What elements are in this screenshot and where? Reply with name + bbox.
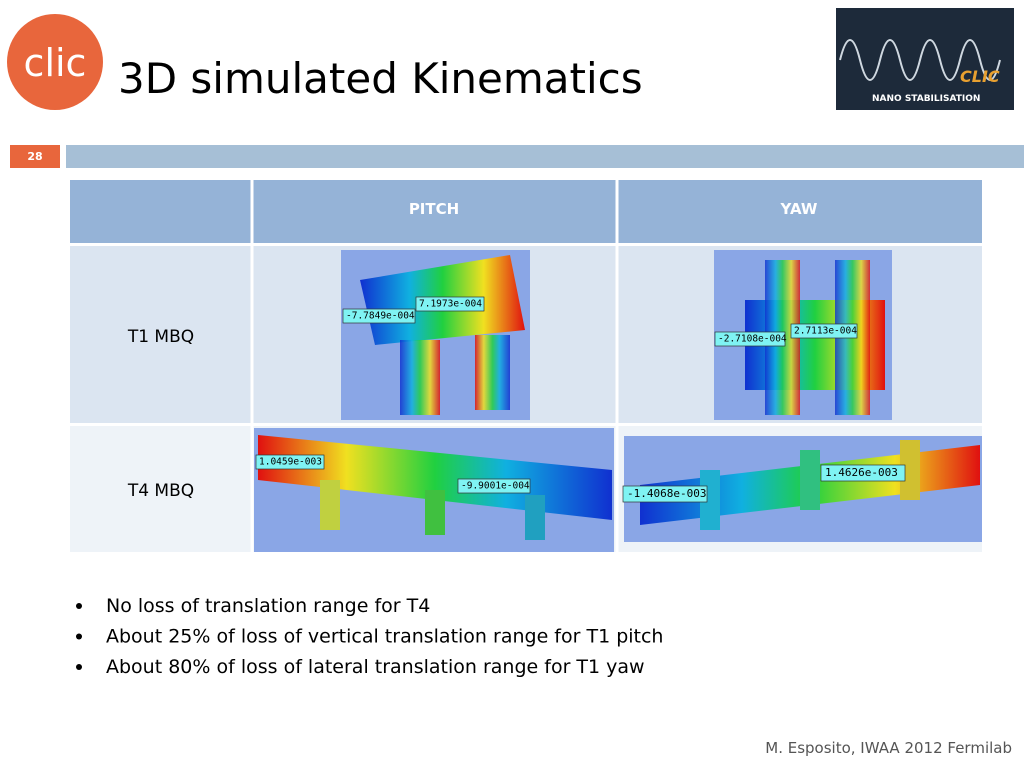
bullet-dot (76, 633, 82, 640)
logo-box (836, 8, 1014, 110)
bullet-text: About 80% of loss of lateral translation… (106, 656, 645, 678)
column-header: PITCH (409, 200, 459, 218)
sim-image (341, 250, 530, 420)
bullet-dot (76, 603, 82, 609)
row-label: T4 MBQ (127, 481, 194, 501)
value-label: -7.7849e-004 (342, 308, 416, 324)
value-label: -1.4068e-003 (622, 485, 708, 503)
logo-clic: CLIC (960, 67, 1000, 86)
bullet-dot (76, 664, 82, 670)
logo-text: clic (24, 41, 87, 85)
slide-number-box (10, 145, 60, 168)
column-header: YAW (780, 200, 818, 218)
slide-number: 28 (27, 150, 42, 163)
table-header (70, 180, 982, 243)
bullet-list: No loss of translation range for T4 About… (76, 595, 663, 678)
value-label: 1.0459e-003 (255, 454, 325, 470)
svg-text:1.4626e-003: 1.4626e-003 (825, 466, 898, 479)
svg-text:2.7113e-004: 2.7113e-004 (794, 326, 857, 337)
footer: M. Esposito, IWAA 2012 Fermilab (765, 739, 1012, 757)
bullet-text: No loss of translation range for T4 (106, 595, 430, 617)
value-label: -2.7108e-004 (714, 331, 787, 347)
svg-text:-2.7108e-004: -2.7108e-004 (718, 334, 787, 345)
svg-text:-7.7849e-004: -7.7849e-004 (346, 311, 415, 322)
header-bar (66, 145, 1024, 168)
bullet-text: About 25% of loss of vertical translatio… (106, 626, 663, 648)
svg-text:-1.4068e-003: -1.4068e-003 (627, 487, 706, 500)
logo-circle (7, 14, 103, 110)
svg-text:-9.9001e-004: -9.9001e-004 (461, 481, 530, 492)
logo-caption: NANO STABILISATION (872, 94, 980, 104)
logo-wave (839, 39, 1001, 81)
title: 3D simulated Kinematics (118, 54, 643, 103)
value-label: 2.7113e-004 (790, 323, 858, 339)
svg-text:7.1973e-004: 7.1973e-004 (419, 299, 482, 310)
value-label: 7.1973e-004 (415, 296, 485, 312)
row-label: T1 MBQ (127, 327, 194, 347)
value-label: -9.9001e-004 (457, 478, 531, 494)
value-label: 1.4626e-003 (820, 464, 906, 482)
sim-image (254, 428, 614, 552)
svg-text:1.0459e-003: 1.0459e-003 (259, 457, 322, 468)
